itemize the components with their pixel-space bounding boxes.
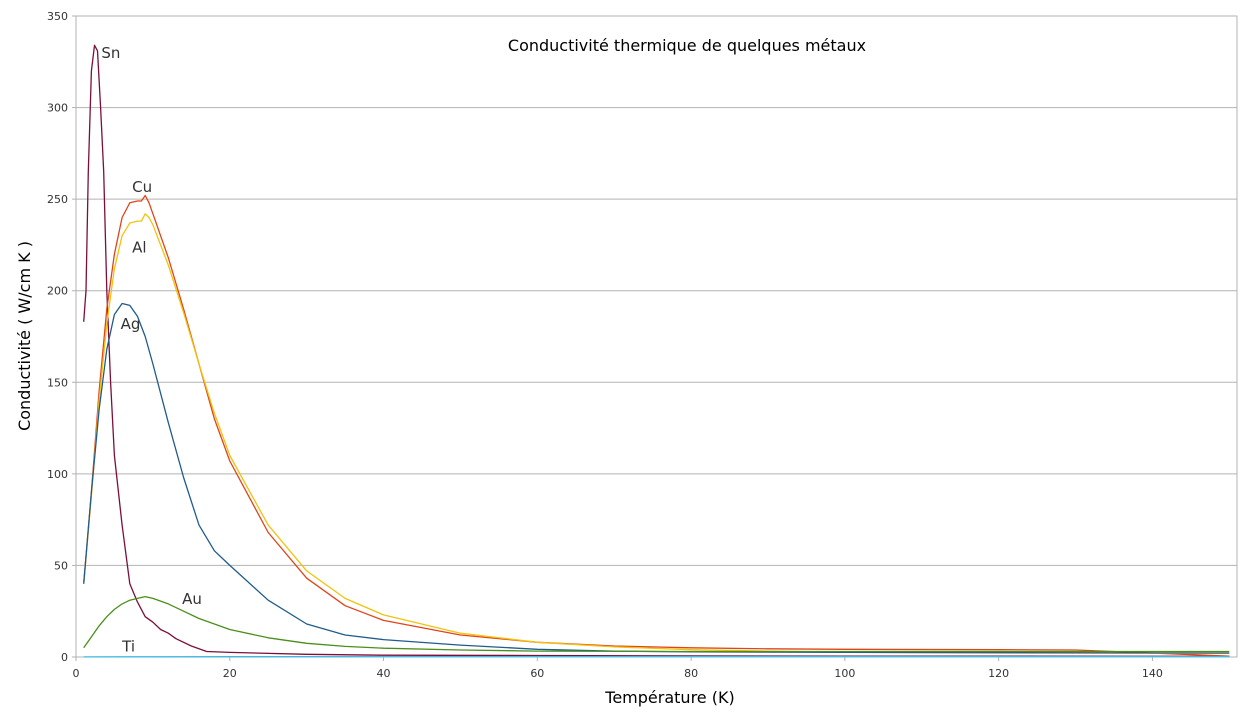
series-line-au: [83, 595, 1230, 653]
series-lines: [83, 44, 1230, 658]
series-label-sn: Sn: [101, 44, 120, 62]
y-tick-label: 150: [47, 376, 68, 389]
series-line-al: [83, 213, 1230, 654]
y-tick-label: 50: [54, 559, 68, 572]
series-label-au: Au: [182, 590, 202, 608]
x-axis-title: Température (K): [604, 688, 734, 707]
y-axis-ticks: 0 50 100 150 200 250 300 350: [47, 10, 76, 664]
x-tick-label: 40: [377, 667, 391, 680]
x-tick-label: 140: [1142, 667, 1163, 680]
x-tick-label: 60: [530, 667, 544, 680]
x-tick-label: 0: [73, 667, 80, 680]
series-line-sn: [83, 44, 1230, 657]
y-tick-label: 0: [61, 651, 68, 664]
y-tick-label: 250: [47, 193, 68, 206]
series-label-al: Al: [132, 238, 146, 256]
series-label-cu: Cu: [132, 178, 152, 196]
x-tick-label: 80: [684, 667, 698, 680]
series-labels: Sn Cu Al Ag Au Ti: [101, 44, 202, 655]
y-tick-label: 100: [47, 468, 68, 481]
x-tick-label: 20: [223, 667, 237, 680]
y-tick-label: 200: [47, 285, 68, 298]
y-tick-label: 350: [47, 10, 68, 23]
series-line-cu: [83, 194, 1230, 657]
gridlines: [76, 15, 1237, 658]
x-tick-label: 120: [988, 667, 1009, 680]
plot-frame: [75, 15, 1238, 658]
x-tick-label: 100: [834, 667, 855, 680]
y-tick-label: 300: [47, 102, 68, 115]
series-label-ti: Ti: [121, 638, 135, 656]
series-line-ag: [83, 302, 1230, 654]
chart-title: Conductivité thermique de quelques métau…: [508, 36, 866, 55]
series-label-ag: Ag: [121, 315, 141, 333]
x-axis-ticks: 0 20 40 60 80 100 120 140: [73, 657, 1163, 680]
y-axis-title: Conductivité ( W/cm K ): [15, 241, 34, 431]
